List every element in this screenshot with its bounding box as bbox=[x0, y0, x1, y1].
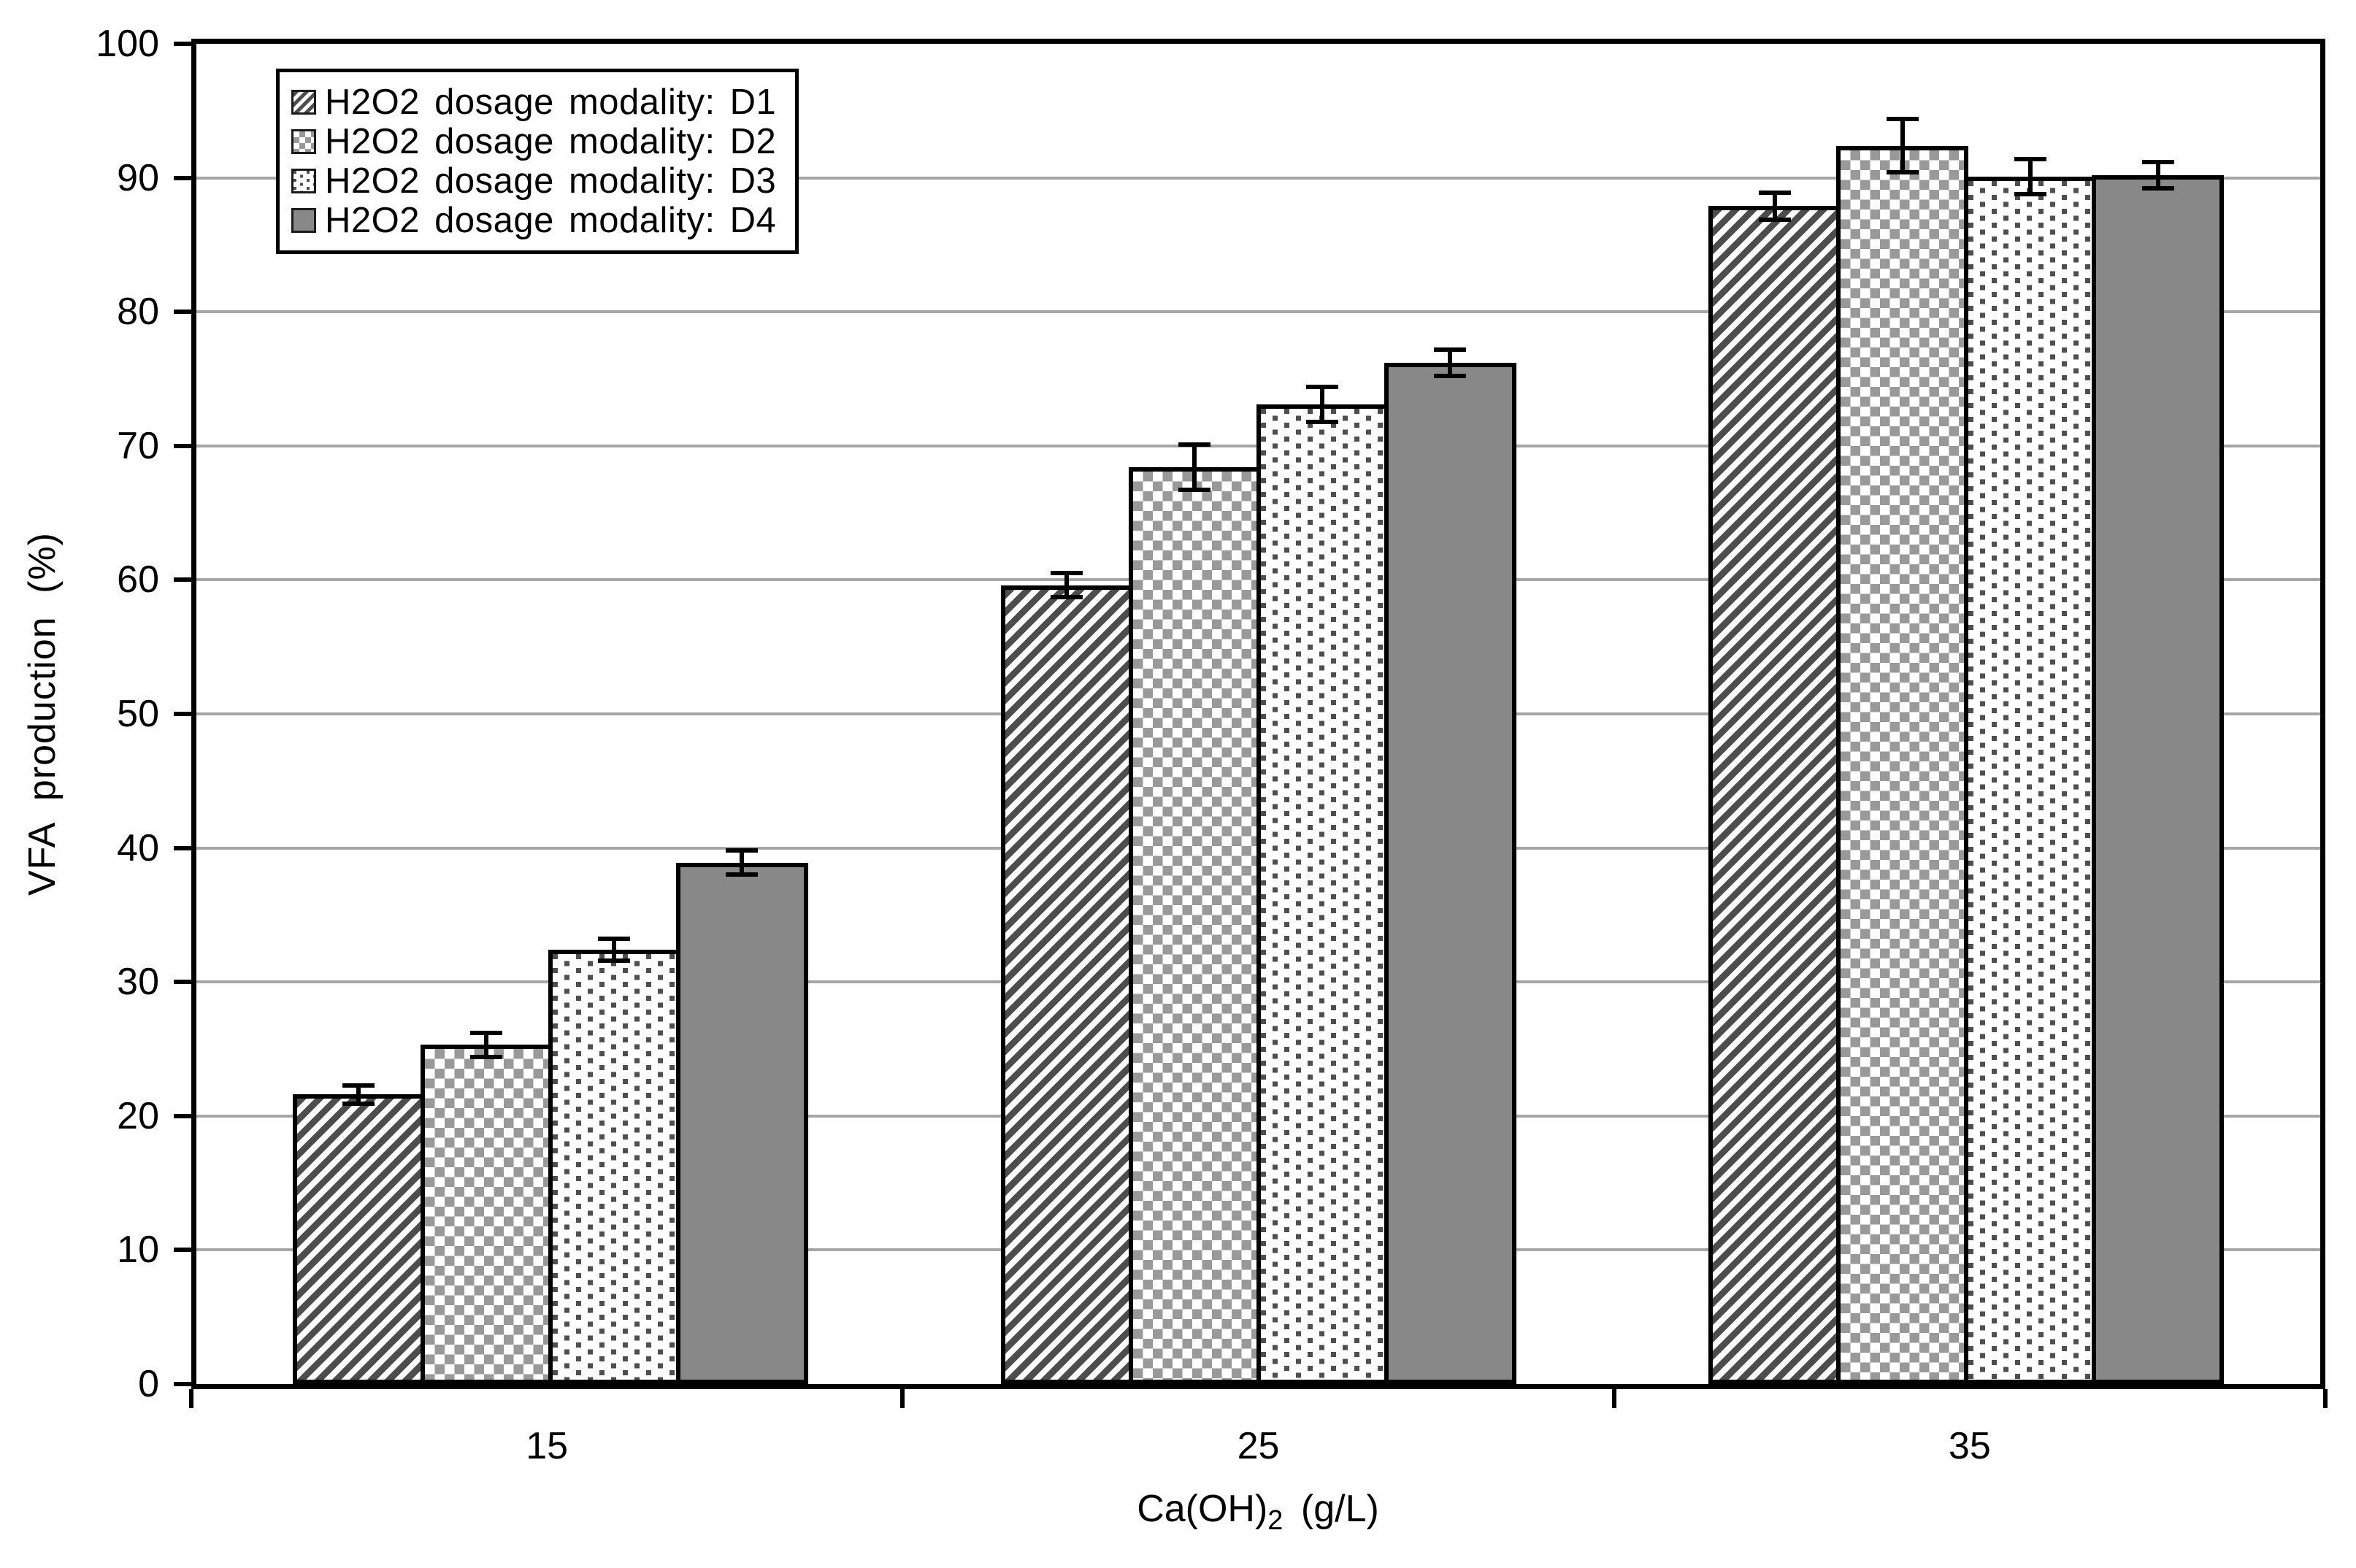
y-tick-mark-100 bbox=[174, 42, 191, 46]
bar-d3-35 bbox=[1964, 176, 2097, 1384]
error-bar-line bbox=[484, 1032, 489, 1057]
error-bar-cap-bottom bbox=[1886, 170, 1919, 175]
error-bar-cap-top bbox=[470, 1030, 503, 1035]
legend-item: H2O2 dosage modality: D4 bbox=[291, 201, 776, 240]
x-tick-mark-2 bbox=[1611, 1389, 1616, 1408]
y-tick-label-10: 10 bbox=[117, 1229, 159, 1272]
y-tick-mark-50 bbox=[174, 712, 191, 716]
x-tick-mark-1 bbox=[900, 1389, 905, 1408]
legend: H2O2 dosage modality: D1 H2O2 dosage moda… bbox=[276, 69, 799, 254]
error-bar-cap-top bbox=[1306, 385, 1338, 390]
error-bar-cap-top bbox=[598, 937, 631, 942]
y-tick-label-80: 80 bbox=[117, 291, 159, 334]
y-tick-label-100: 100 bbox=[96, 23, 159, 65]
bar-d1-15 bbox=[292, 1094, 425, 1384]
y-tick-mark-10 bbox=[174, 1248, 191, 1253]
legend-swatch-d1-icon bbox=[291, 90, 316, 115]
error-bar-line bbox=[740, 850, 745, 875]
bar-d3-25 bbox=[1256, 404, 1389, 1384]
legend-swatch-d2-icon bbox=[291, 129, 316, 154]
error-bar-line bbox=[1448, 349, 1452, 377]
legend-label: H2O2 dosage modality: D2 bbox=[325, 122, 777, 161]
bar-d4-15 bbox=[675, 862, 808, 1384]
legend-swatch-d3-icon bbox=[291, 169, 316, 193]
error-bar-cap-top bbox=[1178, 442, 1210, 447]
error-bar-cap-top bbox=[1051, 571, 1083, 576]
error-bar-cap-top bbox=[726, 848, 759, 853]
y-tick-label-70: 70 bbox=[117, 424, 159, 467]
y-tick-mark-60 bbox=[174, 577, 191, 583]
x-axis-title-subscript: 2 bbox=[1267, 1505, 1283, 1536]
error-bar-cap-bottom bbox=[1306, 419, 1338, 424]
error-bar-cap-bottom bbox=[470, 1055, 503, 1060]
y-tick-mark-40 bbox=[174, 845, 191, 850]
bar-d1-25 bbox=[1000, 585, 1133, 1384]
bar-d2-15 bbox=[420, 1045, 553, 1384]
error-bar-cap-bottom bbox=[598, 958, 631, 963]
x-category-label-15: 15 bbox=[526, 1425, 569, 1467]
gridline-90 bbox=[196, 176, 2320, 180]
x-tick-mark-0 bbox=[189, 1389, 193, 1408]
legend-label: H2O2 dosage modality: D3 bbox=[325, 161, 777, 201]
error-bar-line bbox=[2155, 161, 2160, 189]
y-tick-mark-90 bbox=[174, 175, 191, 180]
y-tick-label-30: 30 bbox=[117, 961, 159, 1004]
error-bar-cap-top bbox=[342, 1083, 375, 1088]
y-tick-label-90: 90 bbox=[117, 156, 159, 199]
error-bar-line bbox=[1064, 573, 1069, 598]
error-bar-line bbox=[1900, 118, 1905, 173]
error-bar-cap-bottom bbox=[342, 1102, 375, 1107]
legend-item: H2O2 dosage modality: D2 bbox=[291, 122, 776, 161]
error-bar-cap-bottom bbox=[1051, 595, 1083, 600]
error-bar-line bbox=[1320, 387, 1324, 422]
y-tick-label-60: 60 bbox=[117, 558, 159, 602]
y-tick-label-0: 0 bbox=[138, 1363, 159, 1405]
legend-label: H2O2 dosage modality: D1 bbox=[325, 82, 777, 122]
y-tick-mark-0 bbox=[174, 1382, 191, 1386]
error-bar-line bbox=[612, 939, 617, 961]
error-bar-line bbox=[2027, 158, 2033, 194]
legend-swatch-d4-icon bbox=[291, 208, 316, 233]
bar-d4-35 bbox=[2092, 174, 2225, 1384]
y-tick-label-50: 50 bbox=[117, 693, 159, 735]
error-bar-cap-top bbox=[1434, 347, 1466, 352]
error-bar-cap-bottom bbox=[2014, 191, 2046, 196]
error-bar-cap-top bbox=[1758, 190, 1791, 195]
y-tick-mark-70 bbox=[174, 443, 191, 448]
plot-area bbox=[191, 39, 2325, 1389]
error-bar-cap-bottom bbox=[2141, 186, 2174, 191]
y-tick-mark-80 bbox=[174, 310, 191, 315]
error-bar-cap-bottom bbox=[726, 872, 759, 877]
error-bar-cap-bottom bbox=[1434, 374, 1466, 379]
error-bar-line bbox=[1192, 444, 1197, 491]
error-bar-line bbox=[1772, 192, 1777, 220]
x-axis-title-units: (g/L) bbox=[1283, 1488, 1379, 1530]
x-tick-mark-3 bbox=[2323, 1389, 2328, 1408]
y-tick-mark-20 bbox=[174, 1113, 191, 1118]
y-tick-label-40: 40 bbox=[117, 826, 159, 869]
x-axis-title: Ca(OH)2 (g/L) bbox=[1002, 1483, 1513, 1536]
x-category-label-35: 35 bbox=[1948, 1425, 1991, 1467]
bar-d3-15 bbox=[548, 950, 680, 1384]
error-bar-cap-top bbox=[2141, 159, 2174, 164]
gridline-80 bbox=[196, 310, 2320, 314]
y-tick-label-20: 20 bbox=[117, 1094, 159, 1137]
legend-item: H2O2 dosage modality: D1 bbox=[291, 82, 776, 122]
legend-label: H2O2 dosage modality: D4 bbox=[325, 201, 777, 240]
bar-d1-35 bbox=[1708, 206, 1841, 1384]
error-bar-line bbox=[356, 1085, 361, 1104]
bar-d2-35 bbox=[1836, 145, 1969, 1384]
x-category-label-25: 25 bbox=[1237, 1425, 1280, 1467]
y-tick-mark-30 bbox=[174, 980, 191, 985]
error-bar-cap-bottom bbox=[1758, 217, 1791, 222]
bar-d2-25 bbox=[1128, 467, 1261, 1384]
x-axis-title-main: Ca(OH) bbox=[1137, 1488, 1268, 1530]
error-bar-cap-bottom bbox=[1178, 488, 1210, 493]
legend-item: H2O2 dosage modality: D3 bbox=[291, 161, 776, 201]
bar-d4-25 bbox=[1384, 362, 1516, 1384]
error-bar-cap-top bbox=[2014, 156, 2046, 161]
error-bar-cap-top bbox=[1886, 116, 1919, 121]
